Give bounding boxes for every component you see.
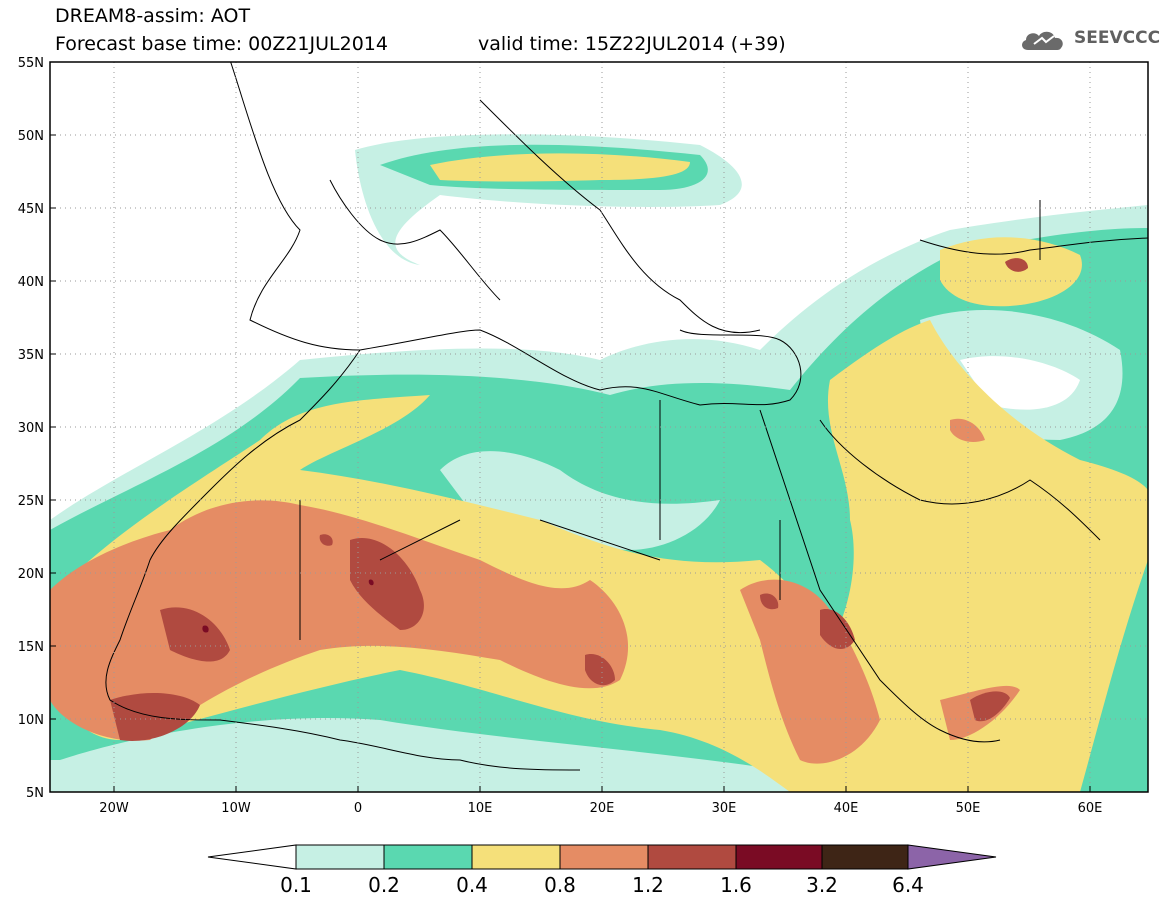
colorbar: 0.1 0.2 0.4 0.8 1.2 1.6 3.2 6.4 (207, 844, 997, 897)
lat-label-20n: 20N (18, 567, 44, 582)
seevccc-logo: SEEVCCC (1018, 26, 1161, 54)
lat-label-25n: 25N (18, 494, 44, 509)
colorbar-swatch-4 (559, 844, 649, 870)
lon-label-10e: 10E (468, 801, 493, 816)
lon-label-50e: 50E (956, 801, 981, 816)
gridlines (50, 62, 1148, 792)
colorbar-swatch-1 (295, 844, 385, 870)
map-title: DREAM8-assim: AOT (55, 5, 251, 27)
colorbar-label-0-8: 0.8 (544, 873, 576, 897)
lat-label-5n: 5N (26, 786, 44, 801)
lon-label-20e: 20E (590, 801, 615, 816)
colorbar-swatch-6 (735, 844, 823, 870)
colorbar-low-arrow (207, 844, 297, 870)
colorbar-swatch-2 (383, 844, 473, 870)
lon-label-60e: 60E (1078, 801, 1103, 816)
forecast-base-time: Forecast base time: 00Z21JUL2014 (55, 33, 388, 55)
colorbar-swatch-3 (471, 844, 561, 870)
coastlines (105, 62, 1148, 771)
logo-text: SEEVCCC (1074, 28, 1161, 48)
colorbar-label-1-6: 1.6 (720, 873, 752, 897)
lon-label-20w: 20W (99, 801, 129, 816)
lon-label-40e: 40E (834, 801, 859, 816)
colorbar-label-3-2: 3.2 (806, 873, 838, 897)
colorbar-swatch-5 (647, 844, 737, 870)
colorbar-swatch-7 (821, 844, 909, 870)
lat-label-55n: 55N (18, 56, 44, 71)
colorbar-label-0-2: 0.2 (368, 873, 400, 897)
colorbar-high-arrow (907, 844, 997, 870)
colorbar-label-6-4: 6.4 (892, 873, 924, 897)
lat-label-30n: 30N (18, 421, 44, 436)
lat-label-40n: 40N (18, 275, 44, 290)
aot-field (50, 62, 1148, 792)
colorbar-label-0-1: 0.1 (280, 873, 312, 897)
lat-label-50n: 50N (18, 129, 44, 144)
lon-label-30e: 30E (712, 801, 737, 816)
lon-label-0: 0 (354, 801, 362, 816)
colorbar-label-0-4: 0.4 (456, 873, 488, 897)
lat-label-45n: 45N (18, 202, 44, 217)
valid-time: valid time: 15Z22JUL2014 (+39) (478, 33, 786, 55)
lon-label-10w: 10W (221, 801, 251, 816)
axis-ticks (50, 61, 1091, 793)
lat-label-10n: 10N (18, 713, 44, 728)
cloud-logo-icon (1022, 31, 1063, 50)
lat-label-15n: 15N (18, 640, 44, 655)
lat-label-35n: 35N (18, 348, 44, 363)
colorbar-label-1-2: 1.2 (632, 873, 664, 897)
